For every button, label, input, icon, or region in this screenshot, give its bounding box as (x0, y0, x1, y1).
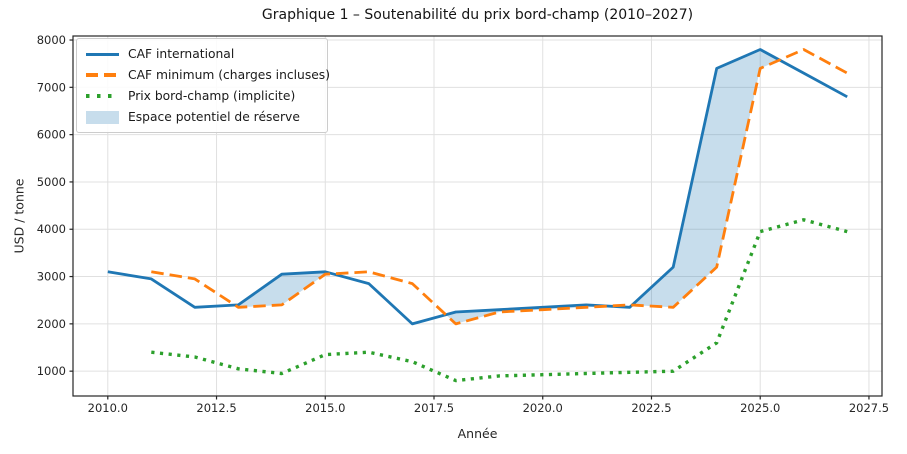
x-tick-label: 2020.0 (523, 401, 563, 415)
legend-label: Espace potentiel de réserve (128, 110, 300, 124)
fill-patch-swatch (86, 110, 119, 124)
y-tick-label: 3000 (37, 270, 66, 284)
reserve-fill-area (632, 49, 780, 308)
series-line-1 (107, 48, 848, 326)
axes-frame (72, 35, 883, 397)
legend-label: CAF minimum (charges incluses) (128, 68, 331, 82)
y-tick-label: 7000 (37, 80, 66, 94)
dashed-line-swatch (86, 73, 119, 77)
series-line-3 (151, 218, 848, 383)
x-tick-label: 2027.5 (849, 401, 889, 415)
y-tick-label: 1000 (37, 364, 66, 378)
x-tick-label: 2015.0 (305, 401, 345, 415)
y-tick-label: 8000 (37, 33, 66, 47)
solid-line-swatch (86, 52, 119, 56)
y-tick-label: 4000 (37, 222, 66, 236)
x-tick-label: 2025.0 (740, 401, 780, 415)
chart-title: Graphique 1 – Soutenabilité du prix bord… (261, 7, 694, 23)
y-tick-label: 6000 (37, 128, 66, 142)
x-axis-label: Année (457, 426, 498, 441)
dotted-line-swatch (86, 94, 119, 98)
y-axis-label: USD / tonne (11, 178, 27, 254)
reserve-fill-area (235, 271, 333, 308)
x-tick-label: 2010.0 (88, 401, 128, 415)
legend-item-caf-international: CAF international (86, 46, 317, 62)
series-line-2 (151, 48, 848, 326)
x-tick-label: 2012.5 (196, 401, 236, 415)
x-tick-label: 2022.5 (631, 401, 671, 415)
legend: CAF international CAF minimum (charges i… (76, 38, 330, 133)
legend-item-caf-minimum: CAF minimum (charges incluses) (86, 67, 330, 83)
legend-item-espace-reserve: Espace potentiel de réserve (86, 109, 317, 125)
y-tick-label: 2000 (37, 317, 66, 331)
legend-label: Prix bord-champ (implicite) (128, 89, 296, 103)
legend-label: CAF international (128, 47, 235, 61)
y-tick-label: 5000 (37, 175, 66, 189)
x-tick-label: 2017.5 (414, 401, 454, 415)
legend-item-prix-bord-champ: Prix bord-champ (implicite) (86, 88, 317, 104)
